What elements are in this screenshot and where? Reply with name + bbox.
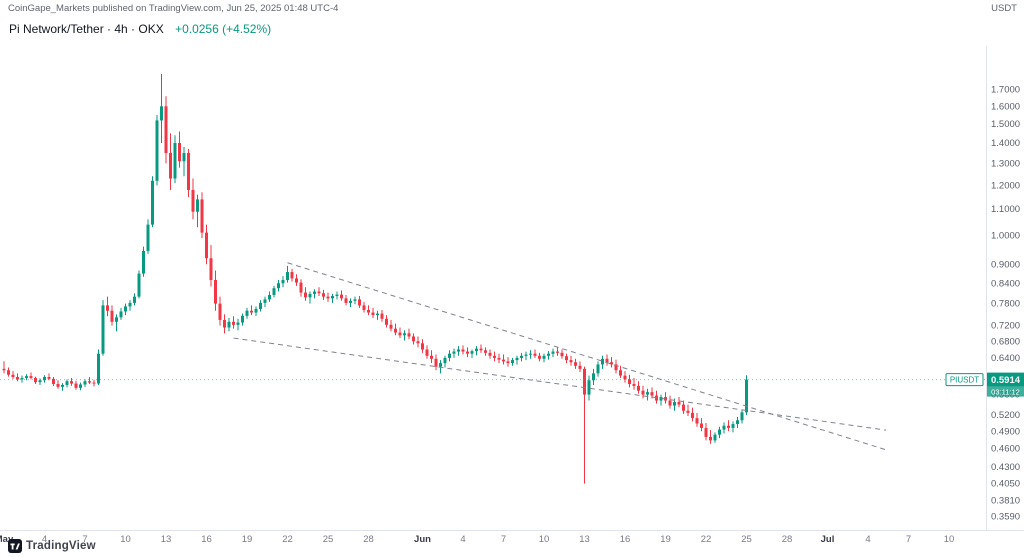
time-tick-label: 7 [82, 534, 87, 545]
trendline-lower[interactable] [233, 337, 887, 431]
time-tick-label: 25 [741, 534, 752, 545]
time-tick-label: Jul [821, 534, 835, 545]
time-tick-label: 10 [120, 534, 131, 545]
symbol-title[interactable]: Pi Network/Tether · 4h · OKX [9, 22, 164, 36]
price-tick-label: 0.7200 [991, 321, 1020, 332]
tradingview-logo-text: TradingView [26, 540, 96, 552]
time-tick-label: 16 [620, 534, 631, 545]
price-tick-label: 1.3000 [991, 158, 1020, 169]
time-tick-label: May [0, 534, 14, 545]
price-tick-label: 0.3810 [991, 495, 1020, 506]
time-tick-label: 10 [944, 534, 955, 545]
trendline-drawings[interactable] [233, 262, 887, 451]
price-tick-label: 1.2000 [991, 180, 1020, 191]
time-tick-label: 7 [501, 534, 506, 545]
price-axis[interactable]: 1.7000 1.6000 1.5000 1.4000 1.3000 1.2000 1.10… [991, 85, 1020, 523]
price-tick-label: 1.0000 [991, 230, 1020, 241]
time-tick-label: 22 [282, 534, 293, 545]
time-tick-label: 13 [579, 534, 590, 545]
svg-text:0.5914: 0.5914 [991, 375, 1021, 386]
attribution-bar: CoinGape_Markets published on TradingVie… [8, 3, 338, 14]
last-price-label: 0.5914 [987, 372, 1024, 387]
price-tick-label: 0.4600 [991, 444, 1020, 455]
time-tick-label: 16 [201, 534, 212, 545]
chart-header: Pi Network/Tether · 4h · OKX +0.0256 (+4… [9, 22, 271, 36]
price-tick-label: 0.4050 [991, 479, 1020, 490]
price-tick-label: 1.5000 [991, 119, 1020, 130]
price-tick-label: 1.6000 [991, 101, 1020, 112]
time-tick-label: 25 [323, 534, 334, 545]
price-tick-label: 1.4000 [991, 138, 1020, 149]
time-tick-label: 4 [42, 534, 47, 545]
time-axis[interactable]: May 4 7 10 13 16 19 22 25 28 Jun 4 7 10 13 16 19 22 25 28 Ju… [0, 534, 954, 545]
price-tick-label: 0.4900 [991, 426, 1020, 437]
tradingview-logo[interactable]: TradingView [8, 539, 96, 553]
time-tick-label: 7 [906, 534, 911, 545]
price-tick-label: 0.8400 [991, 278, 1020, 289]
time-tick-label: Jun [414, 534, 431, 545]
price-tick-label: 1.7000 [991, 85, 1020, 96]
price-tick-label: 0.7800 [991, 299, 1020, 310]
price-change-text: +0.0256 (+4.52%) [175, 22, 272, 36]
svg-text:03:11:12: 03:11:12 [991, 387, 1020, 396]
time-tick-label: 4 [460, 534, 465, 545]
time-tick-label: 28 [363, 534, 374, 545]
time-tick-label: 22 [701, 534, 712, 545]
price-tick-label: 1.1000 [991, 204, 1020, 215]
candlestick-series [2, 73, 748, 484]
time-tick-label: 10 [539, 534, 550, 545]
time-tick-label: 28 [782, 534, 793, 545]
svg-text:PIUSDT: PIUSDT [950, 376, 979, 385]
price-tick-label: 0.3590 [991, 512, 1020, 523]
tradingview-logo-icon [8, 539, 22, 553]
price-tick-label: 0.5200 [991, 410, 1020, 421]
price-tick-label: 0.6400 [991, 353, 1020, 364]
attribution-link[interactable]: CoinGape_Markets published on TradingVie… [8, 3, 339, 14]
bar-countdown-label: 03:11:12 [987, 386, 1024, 397]
time-tick-label: 4 [865, 534, 870, 545]
symbol-price-tag: PIUSDT [945, 373, 984, 387]
time-tick-label: 13 [161, 534, 172, 545]
price-tick-label: 0.6800 [991, 336, 1020, 347]
price-tick-label: 0.9000 [991, 259, 1020, 270]
time-tick-label: 19 [660, 534, 671, 545]
price-tick-label: 0.4300 [991, 462, 1020, 473]
quote-currency-label: USDT [991, 3, 1017, 14]
time-tick-label: 19 [242, 534, 253, 545]
trendline-upper[interactable] [287, 262, 887, 451]
